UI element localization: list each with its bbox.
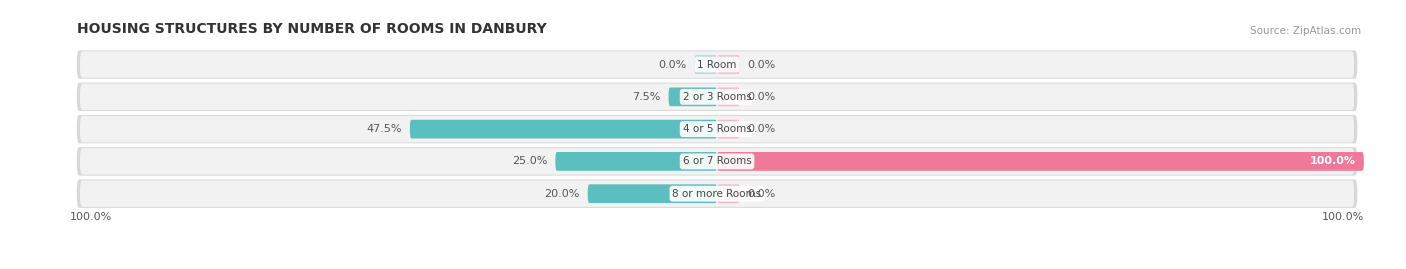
- FancyBboxPatch shape: [80, 84, 1354, 110]
- FancyBboxPatch shape: [555, 152, 717, 171]
- FancyBboxPatch shape: [695, 55, 717, 74]
- Text: 0.0%: 0.0%: [748, 92, 776, 102]
- Text: 0.0%: 0.0%: [748, 59, 776, 70]
- FancyBboxPatch shape: [80, 116, 1354, 142]
- Text: 4 or 5 Rooms: 4 or 5 Rooms: [683, 124, 751, 134]
- Text: 0.0%: 0.0%: [658, 59, 686, 70]
- Text: 7.5%: 7.5%: [633, 92, 661, 102]
- Text: 100.0%: 100.0%: [1310, 156, 1355, 167]
- FancyBboxPatch shape: [77, 50, 1357, 79]
- Text: 100.0%: 100.0%: [1322, 212, 1364, 222]
- FancyBboxPatch shape: [717, 55, 740, 74]
- Text: 25.0%: 25.0%: [512, 156, 547, 167]
- FancyBboxPatch shape: [669, 87, 717, 106]
- FancyBboxPatch shape: [80, 180, 1354, 207]
- FancyBboxPatch shape: [717, 152, 1364, 171]
- FancyBboxPatch shape: [717, 184, 740, 203]
- FancyBboxPatch shape: [77, 147, 1357, 176]
- Text: Source: ZipAtlas.com: Source: ZipAtlas.com: [1250, 26, 1361, 36]
- Legend: Owner-occupied, Renter-occupied: Owner-occupied, Renter-occupied: [592, 266, 842, 269]
- FancyBboxPatch shape: [588, 184, 717, 203]
- Text: 6 or 7 Rooms: 6 or 7 Rooms: [683, 156, 751, 167]
- FancyBboxPatch shape: [717, 87, 740, 106]
- Text: 100.0%: 100.0%: [70, 212, 112, 222]
- FancyBboxPatch shape: [411, 120, 717, 139]
- Text: 0.0%: 0.0%: [748, 189, 776, 199]
- Text: 47.5%: 47.5%: [367, 124, 402, 134]
- FancyBboxPatch shape: [717, 120, 740, 139]
- FancyBboxPatch shape: [77, 179, 1357, 208]
- Text: 20.0%: 20.0%: [544, 189, 579, 199]
- Text: 2 or 3 Rooms: 2 or 3 Rooms: [683, 92, 751, 102]
- FancyBboxPatch shape: [80, 148, 1354, 175]
- FancyBboxPatch shape: [77, 83, 1357, 111]
- FancyBboxPatch shape: [80, 51, 1354, 78]
- FancyBboxPatch shape: [77, 115, 1357, 143]
- Text: 1 Room: 1 Room: [697, 59, 737, 70]
- Text: 8 or more Rooms: 8 or more Rooms: [672, 189, 762, 199]
- Text: HOUSING STRUCTURES BY NUMBER OF ROOMS IN DANBURY: HOUSING STRUCTURES BY NUMBER OF ROOMS IN…: [77, 22, 547, 36]
- Text: 0.0%: 0.0%: [748, 124, 776, 134]
